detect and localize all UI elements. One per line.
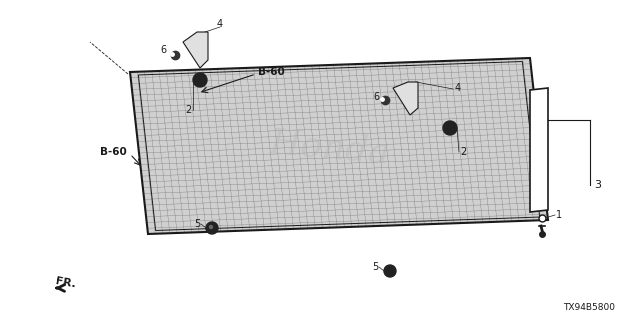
Text: 4: 4	[217, 19, 223, 29]
Text: B-60: B-60	[258, 67, 285, 77]
Text: 6: 6	[374, 92, 380, 102]
Text: 4: 4	[455, 83, 461, 93]
Circle shape	[193, 73, 207, 87]
Text: FR.: FR.	[55, 276, 77, 290]
Text: 6: 6	[160, 45, 166, 55]
Text: 1: 1	[556, 210, 562, 220]
Text: Honda: Honda	[268, 126, 392, 170]
Circle shape	[209, 226, 212, 228]
Polygon shape	[130, 58, 548, 234]
Polygon shape	[530, 88, 548, 212]
Text: 5: 5	[372, 262, 378, 272]
Polygon shape	[183, 32, 208, 68]
Text: B-60: B-60	[100, 147, 127, 157]
Text: TX94B5800: TX94B5800	[563, 303, 615, 312]
Polygon shape	[393, 82, 418, 115]
Text: 3: 3	[594, 180, 601, 190]
Text: 2: 2	[186, 105, 192, 115]
Text: 5: 5	[194, 219, 200, 229]
Text: 2: 2	[460, 147, 467, 157]
Circle shape	[384, 265, 396, 277]
Circle shape	[206, 222, 218, 234]
Circle shape	[443, 121, 457, 135]
